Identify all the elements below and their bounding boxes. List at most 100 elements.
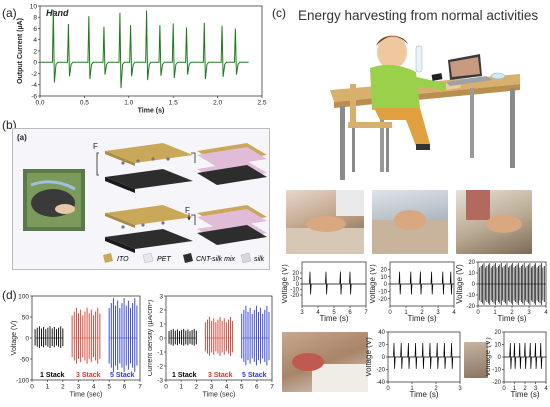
photo-desk-tapping xyxy=(282,332,368,392)
y-axis-label: Current density (µA/cm²) xyxy=(148,300,154,376)
stack-label: 5 Stack xyxy=(110,372,135,379)
stack-2 xyxy=(197,143,267,185)
x-tick-label: 5 xyxy=(332,310,336,316)
legend-ito-label: ITO xyxy=(117,256,129,263)
y-tick-label: 8 xyxy=(33,15,37,22)
series-2 xyxy=(71,307,101,364)
desk-leg xyxy=(510,88,515,168)
chair-seat xyxy=(348,122,392,128)
x-tick-label: 4 xyxy=(544,386,548,392)
series-2 xyxy=(204,317,234,356)
y-tick-label: 20 xyxy=(494,330,501,336)
x-tick-label: 4 xyxy=(92,384,96,391)
x-axis-label: Time (s) xyxy=(319,314,348,323)
panel-d-voltage-chart: 0 1 2 3 4 5 6 7 -100 -50 0 50 100 Time (sec) Voltage (… xyxy=(11,293,142,398)
current-trace xyxy=(40,9,249,89)
x-axis-label: Time (sec) xyxy=(203,391,236,398)
panel-a-chart: 0.0 0.5 1.0 1.5 2.0 2.5 -6 -4 -2 0 2 4 6 8 10 Time (s) O… xyxy=(17,3,267,114)
student-shirt xyxy=(370,64,420,110)
y-axis-label: Voltage (V) xyxy=(370,264,377,304)
x-tick-label: 3 xyxy=(458,386,462,392)
legend-cnt-label: CNT-silk mix xyxy=(196,256,236,263)
x-tick-label: 6 xyxy=(255,384,259,391)
stack-3 xyxy=(105,205,193,253)
y-tick-label: 0 xyxy=(472,282,476,288)
y-tick-label: 0 xyxy=(159,335,163,342)
student-desk-illustration xyxy=(330,35,520,180)
signal-trace xyxy=(390,271,454,295)
stack-label: 1 Stack xyxy=(172,372,197,379)
panel-b-inner-label: (a) xyxy=(17,133,27,142)
x-tick-label: 4 xyxy=(316,310,320,316)
y-tick-label: 20 xyxy=(380,267,387,273)
phone xyxy=(431,73,443,81)
stack-4 xyxy=(197,205,267,245)
x-tick-label: 2 xyxy=(61,384,65,391)
series-3 xyxy=(241,305,270,366)
x-tick-label: 3 xyxy=(210,384,214,391)
x-tick-label: 3 xyxy=(436,310,440,316)
legend-silk-label: silk xyxy=(254,256,265,263)
x-tick-label: 5 xyxy=(240,384,244,391)
y-tick-label: 10 xyxy=(468,271,475,277)
y-tick-label: -20 xyxy=(290,293,299,299)
panel-b-schematic: F F ITO PET CNT-silk mix silk (a) xyxy=(12,128,270,270)
x-tick-label: 3 xyxy=(76,384,80,391)
y-tick-label: -50 xyxy=(20,356,30,363)
plot-frame xyxy=(39,5,263,97)
x-tick-label: 4 xyxy=(225,384,229,391)
legend-pet-label: PET xyxy=(157,256,171,263)
signal-trace xyxy=(302,271,366,295)
x-tick-label: 2 xyxy=(510,310,514,316)
x-axis-label: Time (s) xyxy=(497,314,526,323)
y-tick-label: -20 xyxy=(378,297,387,303)
x-tick-label: 1 xyxy=(179,384,183,391)
legend-ito-swatch xyxy=(103,253,113,263)
x-axis-label: Time (s) xyxy=(138,107,165,114)
legend-silk-swatch xyxy=(240,252,252,264)
y-tick-label: 1 xyxy=(159,321,163,328)
force-label-2: F xyxy=(185,206,190,215)
x-tick-label: 2.5 xyxy=(257,100,266,107)
y-axis-label: Voltage (V) xyxy=(11,321,18,356)
force-label-1: F xyxy=(93,142,98,151)
stack-label: 1 Stack xyxy=(40,372,65,379)
y-tick-label: -10 xyxy=(492,368,501,374)
x-tick-label: 0 xyxy=(164,384,168,391)
y-tick-label: -40 xyxy=(376,380,385,386)
x-tick-label: 2 xyxy=(523,386,527,392)
y-tick-label: -20 xyxy=(376,368,385,374)
x-tick-label: 0 xyxy=(388,310,392,316)
y-tick-label: 20 xyxy=(468,260,475,266)
series-3 xyxy=(108,298,138,372)
x-tick-label: 1 xyxy=(513,386,517,392)
y-tick-label: -3 xyxy=(157,377,163,384)
y-axis-label: Output Current (µA) xyxy=(17,18,24,84)
y-tick-label: 0 xyxy=(25,335,29,342)
y-tick-label: 20 xyxy=(378,343,385,349)
y-axis-label: Voltage (V) xyxy=(456,264,464,304)
y-tick-label: -10 xyxy=(290,288,299,294)
y-tick-label: 6 xyxy=(33,26,37,33)
laptop-base xyxy=(446,76,492,86)
x-tick-label: 3 xyxy=(300,310,304,316)
y-axis-label: Voltage (V) xyxy=(486,337,492,377)
hand-annotation: Hand xyxy=(46,8,69,18)
x-axis-label: Time (s) xyxy=(510,390,539,399)
y-tick-label: 10 xyxy=(292,277,299,283)
y-tick-label: 3 xyxy=(159,293,163,300)
student-pants xyxy=(374,108,430,146)
y-tick-label: -4 xyxy=(31,82,37,89)
y-tick-label: 100 xyxy=(18,293,29,300)
series-1 xyxy=(168,328,197,346)
chair-back xyxy=(350,84,356,128)
y-tick-label: -20 xyxy=(466,304,475,310)
y-tick-label: -1 xyxy=(157,349,163,356)
y-tick-label: 10 xyxy=(494,343,501,349)
x-tick-label: 0 xyxy=(502,386,506,392)
y-tick-label: 0 xyxy=(382,355,386,361)
panel-d-label: (d) xyxy=(2,288,17,302)
y-tick-label: -6 xyxy=(31,93,37,100)
x-tick-label: 0 xyxy=(30,384,34,391)
